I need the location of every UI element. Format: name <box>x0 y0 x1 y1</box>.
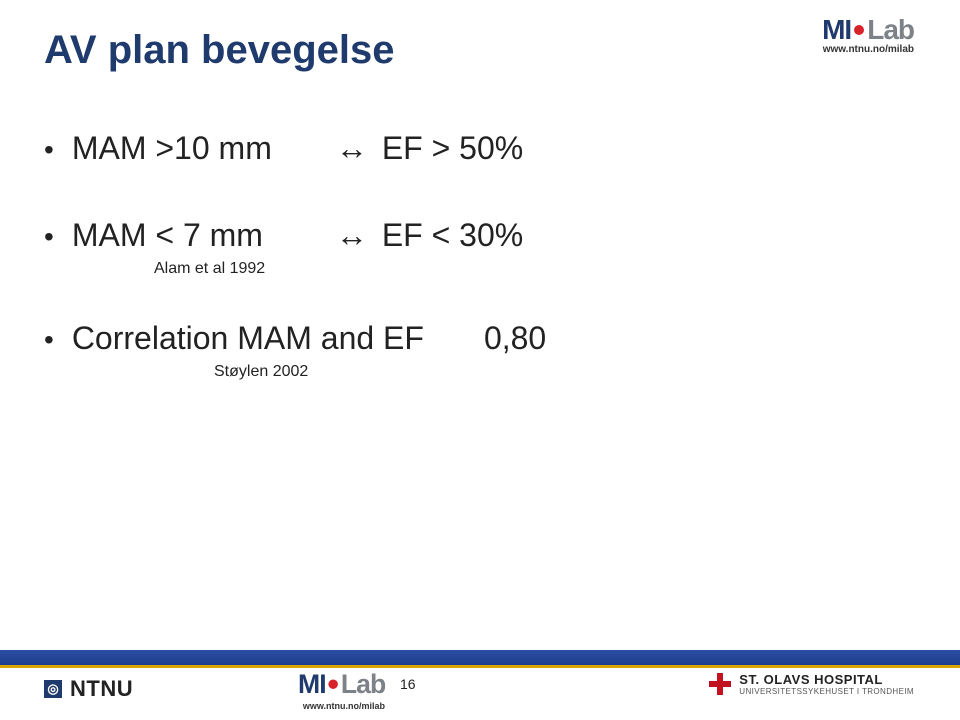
slide-content: • MAM >10 mm ↔ EF > 50% • MAM < 7 mm ↔ E… <box>44 130 916 423</box>
bullet-1-arrow: ↔ <box>322 130 382 167</box>
bullet-row-1: • MAM >10 mm ↔ EF > 50% <box>44 130 916 167</box>
ntnu-text: NTNU <box>70 676 133 702</box>
milab-dot-icon <box>854 25 864 35</box>
stolav-cross-icon <box>709 673 731 695</box>
milab-lab: Lab <box>867 14 914 46</box>
stolav-line2: UNIVERSITETSSYKEHUSET I TRONDHEIM <box>739 687 914 696</box>
milab-logo: MI Lab <box>822 14 914 46</box>
bullet-dot-icon: • <box>44 136 54 164</box>
bullet-row-3: • Correlation MAM and EF 0,80 <box>44 320 916 357</box>
milab-url: www.ntnu.no/milab <box>822 44 914 55</box>
ntnu-badge-icon: ◎ <box>44 680 62 698</box>
correlation-label: Correlation MAM and EF <box>72 320 424 357</box>
milab-logo-top-right: MI Lab www.ntnu.no/milab <box>822 14 914 55</box>
milab-mi: MI <box>298 669 326 699</box>
footer-bar <box>0 650 960 668</box>
citation-2: Støylen 2002 <box>214 363 916 381</box>
citation-1: Alam et al 1992 <box>154 260 916 278</box>
page-number: 16 <box>400 676 416 692</box>
bullet-2-right: EF < 30% <box>382 217 523 254</box>
bullet-1-left: MAM >10 mm <box>72 130 322 167</box>
stolav-logo: ST. OLAVS HOSPITAL UNIVERSITETSSYKEHUSET… <box>709 672 914 696</box>
milab-logo-footer: MI Lab www.ntnu.no/milab <box>298 669 390 711</box>
correlation-value: 0,80 <box>484 320 546 357</box>
bullet-row-2: • MAM < 7 mm ↔ EF < 30% <box>44 217 916 254</box>
milab-url-footer: www.ntnu.no/milab <box>298 701 390 711</box>
stolav-text: ST. OLAVS HOSPITAL UNIVERSITETSSYKEHUSET… <box>739 672 914 696</box>
footer: ◎ NTNU MI Lab www.ntnu.no/milab 16 ST. O… <box>0 650 960 720</box>
ntnu-logo: ◎ NTNU <box>44 676 133 702</box>
bullet-1-right: EF > 50% <box>382 130 523 167</box>
bullet-dot-icon: • <box>44 223 54 251</box>
milab-dot-icon <box>329 679 339 689</box>
bullet-dot-icon: • <box>44 326 54 354</box>
milab-lab: Lab <box>341 669 385 699</box>
bullet-2-left: MAM < 7 mm <box>72 217 322 254</box>
milab-logo: MI Lab <box>298 669 385 699</box>
slide-title: AV plan bevegelse <box>44 28 395 73</box>
stolav-line1: ST. OLAVS HOSPITAL <box>739 672 914 687</box>
bullet-2-arrow: ↔ <box>322 217 382 254</box>
milab-mi: MI <box>822 14 851 46</box>
slide: MI Lab www.ntnu.no/milab AV plan bevegel… <box>0 0 960 720</box>
spacer <box>44 175 916 217</box>
